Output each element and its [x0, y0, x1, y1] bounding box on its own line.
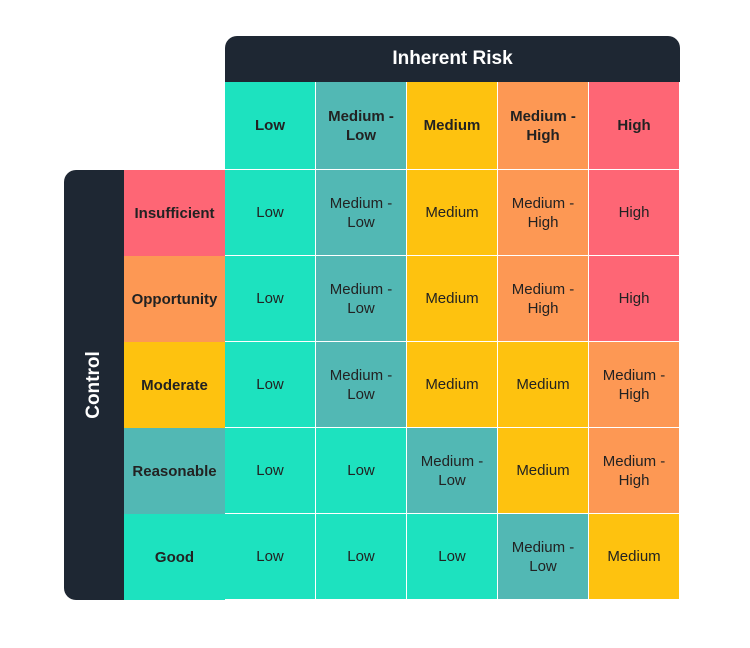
matrix-cell-insufficient-medium: Medium — [407, 170, 498, 256]
matrix-cell-reasonable-low: Low — [225, 428, 316, 514]
matrix-cell-moderate-high: Medium - High — [589, 342, 680, 428]
matrix-cell-opportunity-high: High — [589, 256, 680, 342]
inherent-risk-title: Inherent Risk — [392, 48, 513, 69]
column-header-medium-high: Medium - High — [498, 82, 589, 170]
column-header-high: High — [589, 82, 680, 170]
matrix-cell-reasonable-medium-low: Low — [316, 428, 407, 514]
matrix-cell-good-medium: Low — [407, 514, 498, 600]
matrix-cell-moderate-low: Low — [225, 342, 316, 428]
matrix-cell-insufficient-medium-low: Medium - Low — [316, 170, 407, 256]
row-header-insufficient: Insufficient — [124, 170, 225, 256]
matrix-cell-reasonable-high: Medium - High — [589, 428, 680, 514]
row-header-opportunity: Opportunity — [124, 256, 225, 342]
matrix-cell-insufficient-low: Low — [225, 170, 316, 256]
matrix-cell-good-medium-low: Low — [316, 514, 407, 600]
control-title: Control — [83, 351, 104, 419]
matrix-cell-opportunity-medium-high: Medium - High — [498, 256, 589, 342]
matrix-cell-opportunity-medium: Medium — [407, 256, 498, 342]
row-header-reasonable: Reasonable — [124, 428, 225, 514]
matrix-cell-moderate-medium-low: Medium - Low — [316, 342, 407, 428]
row-header-moderate: Moderate — [124, 342, 225, 428]
row-header-good: Good — [124, 514, 225, 600]
control-header: Control — [64, 170, 124, 600]
column-header-medium-low: Medium - Low — [316, 82, 407, 170]
column-header-low: Low — [225, 82, 316, 170]
matrix-cell-opportunity-medium-low: Medium - Low — [316, 256, 407, 342]
matrix-cell-opportunity-low: Low — [225, 256, 316, 342]
matrix-cell-moderate-medium-high: Medium — [498, 342, 589, 428]
column-header-medium: Medium — [407, 82, 498, 170]
matrix-cell-good-high: Medium — [589, 514, 680, 600]
matrix-cell-reasonable-medium-high: Medium — [498, 428, 589, 514]
matrix-cell-good-medium-high: Medium - Low — [498, 514, 589, 600]
matrix-cell-good-low: Low — [225, 514, 316, 600]
matrix-cell-reasonable-medium: Medium - Low — [407, 428, 498, 514]
inherent-risk-header: Inherent Risk — [225, 36, 680, 82]
matrix-cell-insufficient-high: High — [589, 170, 680, 256]
matrix-cell-moderate-medium: Medium — [407, 342, 498, 428]
matrix-cell-insufficient-medium-high: Medium - High — [498, 170, 589, 256]
